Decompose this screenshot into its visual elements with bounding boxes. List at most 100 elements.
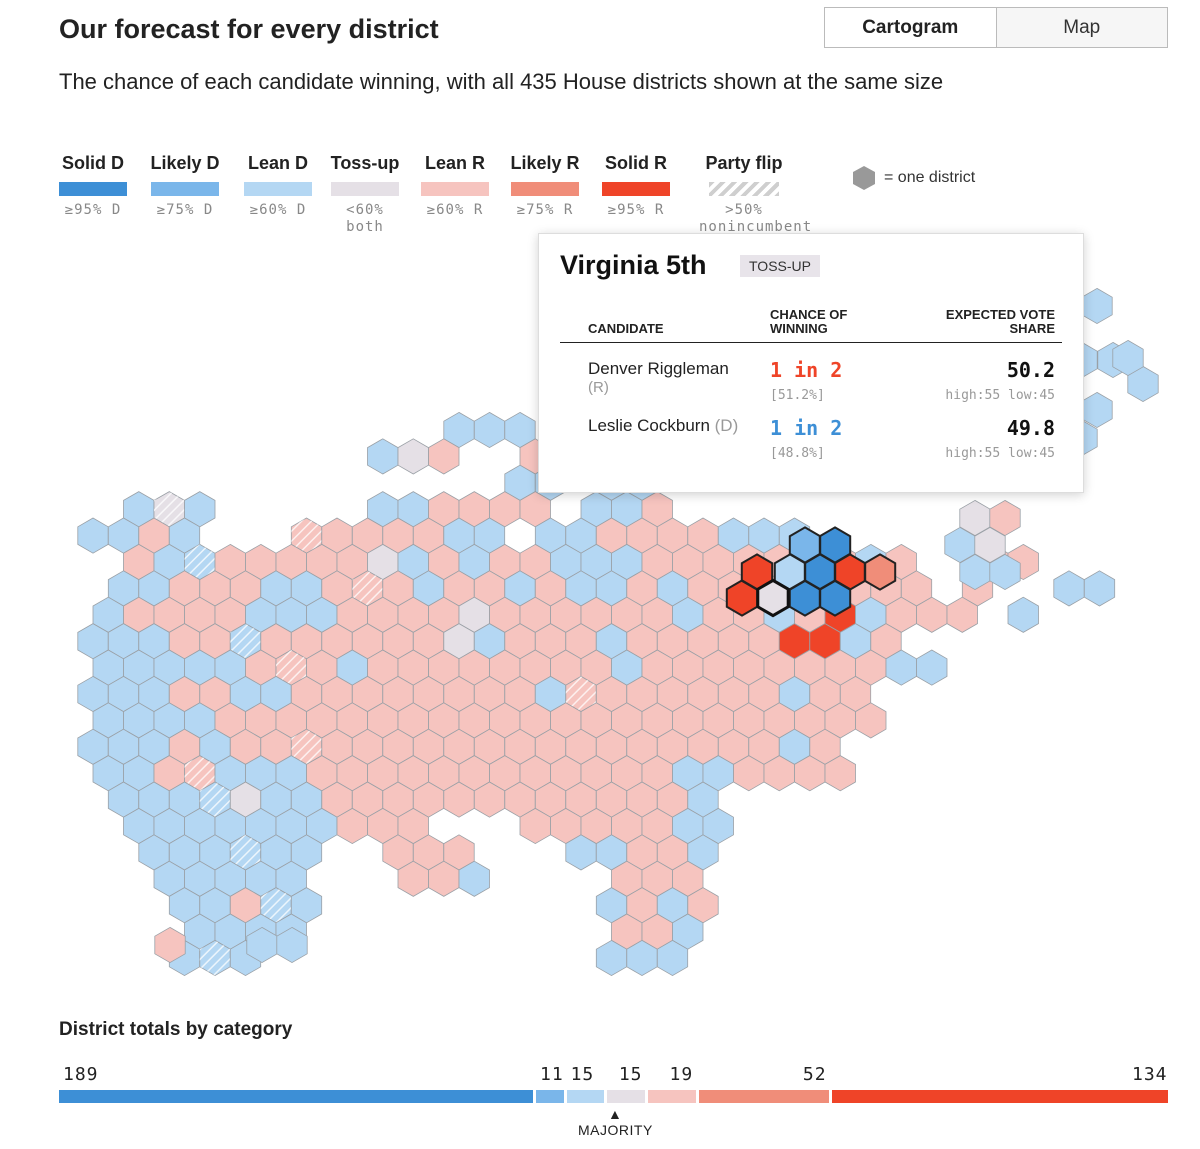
legend-label: Likely R: [510, 153, 580, 173]
party-flip-hatch: [199, 782, 231, 818]
vote-share-column-header: EXPECTED VOTE SHARE: [945, 307, 1055, 336]
majority-marker-icon: ▲: [608, 1106, 622, 1122]
candidate-2-party: (D): [714, 416, 739, 435]
totals-title: District totals by category: [59, 1019, 293, 1040]
totals-count-solid-d: 189: [63, 1064, 99, 1085]
legend-swatch: [511, 182, 579, 196]
legend-item: Likely R ≥75% R: [501, 153, 589, 219]
candidate-2-chance: 1 in 2: [770, 416, 843, 440]
district-hex[interactable]: [1007, 596, 1039, 633]
view-toggle: Cartogram Map: [824, 7, 1168, 48]
legend-item: Solid D ≥95% D: [49, 153, 137, 219]
candidate-name: Denver Riggleman: [588, 359, 729, 379]
totals-count-solid-r: 134: [1132, 1064, 1168, 1085]
district-hex[interactable]: [1112, 339, 1144, 377]
party-flip-hatch: [230, 834, 261, 870]
party-flip-hatch: [230, 623, 261, 659]
totals-segment-solid-r[interactable]: [831, 1090, 1168, 1103]
totals-segment-likely-d[interactable]: [536, 1090, 564, 1103]
party-flip-hatch: [291, 729, 322, 765]
legend-label: Toss-up: [330, 153, 400, 173]
candidate-1-chance: 1 in 2: [770, 358, 843, 382]
chance-column-header: CHANCE OF WINNING: [770, 307, 848, 336]
majority-label: MAJORITY: [578, 1122, 653, 1138]
district-hex[interactable]: [974, 526, 1006, 564]
legend-item: Solid R ≥95% R: [592, 153, 680, 219]
district-hex[interactable]: [916, 649, 948, 686]
legend-swatch: [709, 182, 779, 196]
party-flip-hatch: [276, 650, 307, 686]
totals-segment-solid-d[interactable]: [59, 1090, 533, 1103]
legend-label: Likely D: [150, 153, 220, 173]
party-flip-hatch: [291, 518, 322, 554]
district-hex[interactable]: [1083, 570, 1116, 607]
candidate-1-vote-share: 50.2: [1006, 358, 1055, 382]
district-tooltip: Virginia 5th TOSS-UP CANDIDATE CHANCE OF…: [538, 233, 1084, 493]
totals-count-lean-r: 19: [669, 1064, 694, 1085]
district-hex[interactable]: [855, 702, 887, 739]
district-hex[interactable]: [1053, 570, 1085, 607]
totals-segment-lean-r[interactable]: [647, 1090, 696, 1103]
candidate-2-name: Leslie Cockburn: [588, 416, 710, 435]
district-hex[interactable]: [656, 939, 689, 977]
legend-label: Solid D: [62, 153, 124, 173]
district-hex[interactable]: [824, 755, 856, 792]
candidate-2-chance-pct: [48.8%]: [770, 446, 825, 461]
party-flip-hatch: [199, 940, 231, 976]
unit-note-text: = one district: [884, 169, 976, 186]
legend-unit-note: = one district: [852, 165, 975, 191]
selected-district-hex[interactable]: [756, 578, 790, 618]
legend-item: Toss-up <60% both: [321, 153, 409, 236]
district-hex[interactable]: [458, 860, 490, 897]
legend-threshold: ≥75% D: [156, 202, 214, 218]
party-flip-hatch: [352, 570, 383, 606]
legend-label: Party flip: [705, 153, 783, 173]
legend-item: Lean D ≥60% D: [234, 153, 322, 219]
legend-label: Solid R: [605, 153, 667, 173]
party-flip-hatch: [184, 544, 215, 580]
district-hex[interactable]: [946, 596, 978, 633]
totals-count-likely-d: 11: [540, 1064, 564, 1085]
legend-swatch: [331, 182, 399, 196]
district-hex[interactable]: [1081, 287, 1113, 325]
legend-threshold: ≥60% D: [249, 202, 307, 218]
district-hex[interactable]: [367, 438, 399, 475]
legend-threshold: <60% both: [346, 202, 384, 235]
map-button[interactable]: Map: [996, 8, 1167, 47]
district-hex[interactable]: [989, 553, 1021, 591]
totals-count-lean-d: 15: [570, 1064, 595, 1085]
district-hex[interactable]: [77, 517, 109, 554]
legend-label: Lean D: [247, 153, 308, 173]
legend-swatch: [421, 182, 489, 196]
page-title: Our forecast for every district: [59, 14, 439, 44]
district-hex[interactable]: [989, 499, 1021, 537]
party-flip-hatch: [184, 755, 215, 791]
district-hex[interactable]: [397, 438, 429, 475]
legend-threshold: ≥95% D: [64, 202, 122, 218]
legend-threshold: ≥95% R: [607, 202, 665, 218]
candidate-2-vote-share: 49.8: [1006, 416, 1055, 440]
totals-segment-tossup[interactable]: [607, 1090, 645, 1103]
party-flip-hatch: [260, 887, 292, 923]
legend-item: Lean R ≥60% R: [411, 153, 499, 219]
district-hex[interactable]: [473, 411, 506, 449]
candidate-2-vote-range: high:55 low:45: [945, 446, 1055, 461]
district-hex[interactable]: [154, 926, 186, 964]
district-hex[interactable]: [1081, 391, 1113, 429]
district-hex[interactable]: [276, 926, 308, 964]
totals-segment-lean-d[interactable]: [566, 1090, 605, 1103]
hexagon-icon: [853, 166, 875, 190]
tooltip-district-name: Virginia 5th: [560, 250, 707, 280]
tooltip-divider: [560, 342, 1062, 343]
legend-label: Lean R: [424, 153, 485, 173]
legend-swatch: [151, 182, 219, 196]
totals-segment-likely-r[interactable]: [698, 1090, 829, 1103]
party-flip-hatch: [154, 491, 185, 527]
totals-count-tossup: 15: [618, 1064, 643, 1085]
candidate-1-party: (R): [588, 379, 609, 396]
legend-swatch: [244, 182, 312, 196]
cartogram-button[interactable]: Cartogram: [825, 8, 997, 47]
state-outline-hex: [818, 579, 852, 617]
legend-swatch: [602, 182, 670, 196]
district-hex[interactable]: [428, 438, 460, 475]
